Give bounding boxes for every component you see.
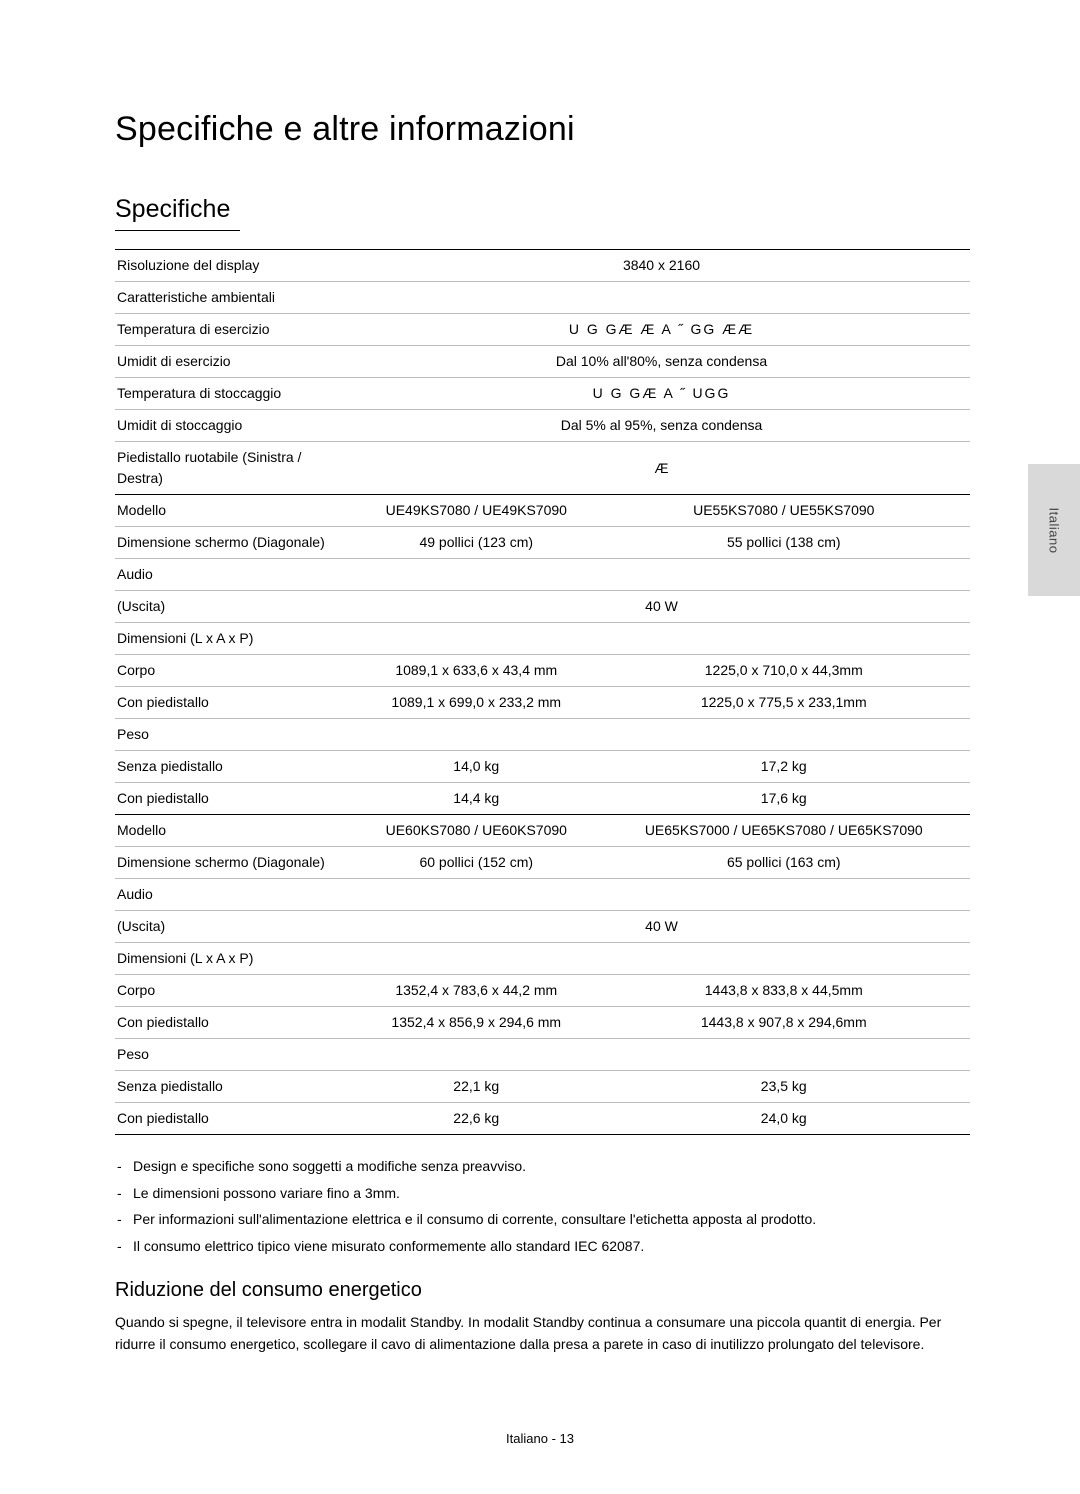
row-value-a: UE60KS7080 / UE60KS7090 bbox=[355, 815, 600, 847]
row-value-a: 1089,1 x 633,6 x 43,4 mm bbox=[355, 655, 600, 687]
section-title: Specifiche bbox=[115, 195, 240, 231]
row-label: Senza piedistallo bbox=[115, 1071, 355, 1103]
dash-icon: - bbox=[115, 1180, 133, 1207]
row-value-b: 23,5 kg bbox=[600, 1071, 970, 1103]
row-label: Dimensione schermo (Diagonale) bbox=[115, 847, 355, 879]
row-label: Piedistallo ruotabile (Sinistra / Destra… bbox=[115, 442, 355, 495]
row-label: Peso bbox=[115, 1039, 355, 1071]
notes-list: -Design e specifiche sono soggetti a mod… bbox=[115, 1153, 970, 1259]
row-value-a: 49 pollici (123 cm) bbox=[355, 527, 600, 559]
note-text: Design e specifiche sono soggetti a modi… bbox=[133, 1153, 526, 1180]
row-value: U G GÆ A ˝ UGG bbox=[355, 378, 970, 410]
row-value-a: 1352,4 x 783,6 x 44,2 mm bbox=[355, 975, 600, 1007]
note-text: Il consumo elettrico tipico viene misura… bbox=[133, 1233, 644, 1260]
row-value-a: 14,4 kg bbox=[355, 783, 600, 815]
row-value: Dal 10% all'80%, senza condensa bbox=[355, 346, 970, 378]
row-label: Con piedistallo bbox=[115, 1007, 355, 1039]
row-label: Corpo bbox=[115, 975, 355, 1007]
dash-icon: - bbox=[115, 1206, 133, 1233]
row-label: Temperatura di stoccaggio bbox=[115, 378, 355, 410]
row-value bbox=[355, 282, 970, 314]
row-value-a: 14,0 kg bbox=[355, 751, 600, 783]
paragraph: Quando si spegne, il televisore entra in… bbox=[115, 1312, 970, 1355]
row-label: Temperatura di esercizio bbox=[115, 314, 355, 346]
row-value-a: 1089,1 x 699,0 x 233,2 mm bbox=[355, 687, 600, 719]
row-value: 40 W bbox=[355, 911, 970, 943]
subsection-title: Riduzione del consumo energetico bbox=[115, 1279, 970, 1302]
note-text: Le dimensioni possono variare fino a 3mm… bbox=[133, 1180, 400, 1207]
language-tab: Italiano bbox=[1028, 464, 1080, 596]
specs-table: Risoluzione del display 3840 x 2160 Cara… bbox=[115, 249, 970, 1135]
row-label: Peso bbox=[115, 719, 355, 751]
dash-icon: - bbox=[115, 1153, 133, 1180]
main-title: Specifiche e altre informazioni bbox=[115, 110, 970, 149]
row-value-b: 1225,0 x 710,0 x 44,3mm bbox=[600, 655, 970, 687]
row-label: Con piedistallo bbox=[115, 783, 355, 815]
row-value-a: 60 pollici (152 cm) bbox=[355, 847, 600, 879]
row-label: Umidit di esercizio bbox=[115, 346, 355, 378]
row-label: Dimensioni (L x A x P) bbox=[115, 623, 355, 655]
row-value-a: 1352,4 x 856,9 x 294,6 mm bbox=[355, 1007, 600, 1039]
row-label: (Uscita) bbox=[115, 591, 355, 623]
row-value-b: 24,0 kg bbox=[600, 1103, 970, 1135]
row-label: Umidit di stoccaggio bbox=[115, 410, 355, 442]
row-value-a: UE49KS7080 / UE49KS7090 bbox=[355, 495, 600, 527]
row-label: Dimensioni (L x A x P) bbox=[115, 943, 355, 975]
row-label: Con piedistallo bbox=[115, 687, 355, 719]
row-value: U G GÆ Æ A ˝ GG ÆÆ bbox=[355, 314, 970, 346]
row-label: Corpo bbox=[115, 655, 355, 687]
row-value-b: 1225,0 x 775,5 x 233,1mm bbox=[600, 687, 970, 719]
dash-icon: - bbox=[115, 1233, 133, 1260]
page-footer: Italiano - 13 bbox=[0, 1431, 1080, 1446]
row-value-a: 22,6 kg bbox=[355, 1103, 600, 1135]
row-value-b: UE55KS7080 / UE55KS7090 bbox=[600, 495, 970, 527]
row-label: Modello bbox=[115, 815, 355, 847]
row-value-b: 65 pollici (163 cm) bbox=[600, 847, 970, 879]
row-label: Dimensione schermo (Diagonale) bbox=[115, 527, 355, 559]
row-value-b: 55 pollici (138 cm) bbox=[600, 527, 970, 559]
row-label: Modello bbox=[115, 495, 355, 527]
row-value-b: 17,2 kg bbox=[600, 751, 970, 783]
row-value: 3840 x 2160 bbox=[355, 250, 970, 282]
row-value-b: 1443,8 x 833,8 x 44,5mm bbox=[600, 975, 970, 1007]
row-label: (Uscita) bbox=[115, 911, 355, 943]
row-value: Æ bbox=[355, 442, 970, 495]
row-value: 40 W bbox=[355, 591, 970, 623]
note-text: Per informazioni sull'alimentazione elet… bbox=[133, 1206, 816, 1233]
row-value-b: UE65KS7000 / UE65KS7080 / UE65KS7090 bbox=[600, 815, 970, 847]
row-label: Audio bbox=[115, 559, 355, 591]
row-value-b: 17,6 kg bbox=[600, 783, 970, 815]
row-value-a: 22,1 kg bbox=[355, 1071, 600, 1103]
row-value-b: 1443,8 x 907,8 x 294,6mm bbox=[600, 1007, 970, 1039]
row-label: Senza piedistallo bbox=[115, 751, 355, 783]
row-label: Caratteristiche ambientali bbox=[115, 282, 355, 314]
language-label: Italiano bbox=[1046, 507, 1061, 553]
row-label: Con piedistallo bbox=[115, 1103, 355, 1135]
row-label: Risoluzione del display bbox=[115, 250, 355, 282]
row-label: Audio bbox=[115, 879, 355, 911]
row-value: Dal 5% al 95%, senza condensa bbox=[355, 410, 970, 442]
